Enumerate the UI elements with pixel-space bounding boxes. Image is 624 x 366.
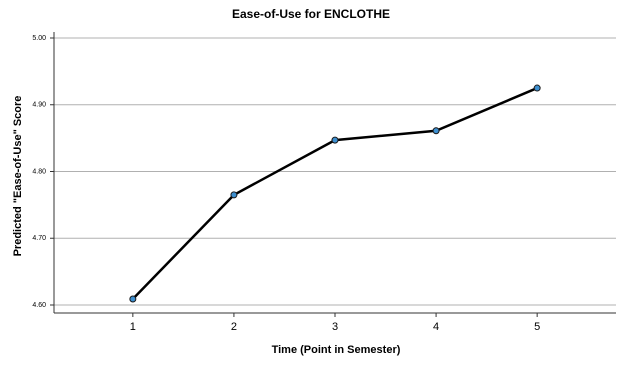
x-tick-label: 5: [534, 321, 540, 333]
data-point: [432, 127, 440, 135]
y-tick-label: 4.90: [32, 102, 46, 109]
x-tick-label: 1: [130, 321, 136, 333]
data-point: [230, 191, 238, 199]
y-axis-label: Predicted "Ease-of-Use" Score: [12, 96, 24, 257]
chart-title: Ease-of-Use for ENCLOTHE: [232, 7, 390, 21]
y-tick-label: 4.80: [32, 168, 46, 175]
y-tick-label: 4.70: [32, 235, 46, 242]
x-tick-label: 3: [332, 321, 338, 333]
y-tick-label: 4.60: [32, 302, 46, 309]
series-line: [131, 86, 538, 300]
data-point: [129, 295, 137, 303]
x-tick-label: 2: [231, 321, 237, 333]
x-tick-label: 4: [433, 321, 439, 333]
x-axis-label: Time (Point in Semester): [272, 344, 401, 356]
data-point: [533, 84, 541, 92]
data-point: [331, 136, 339, 144]
y-tick-label: 5.00: [32, 35, 46, 42]
